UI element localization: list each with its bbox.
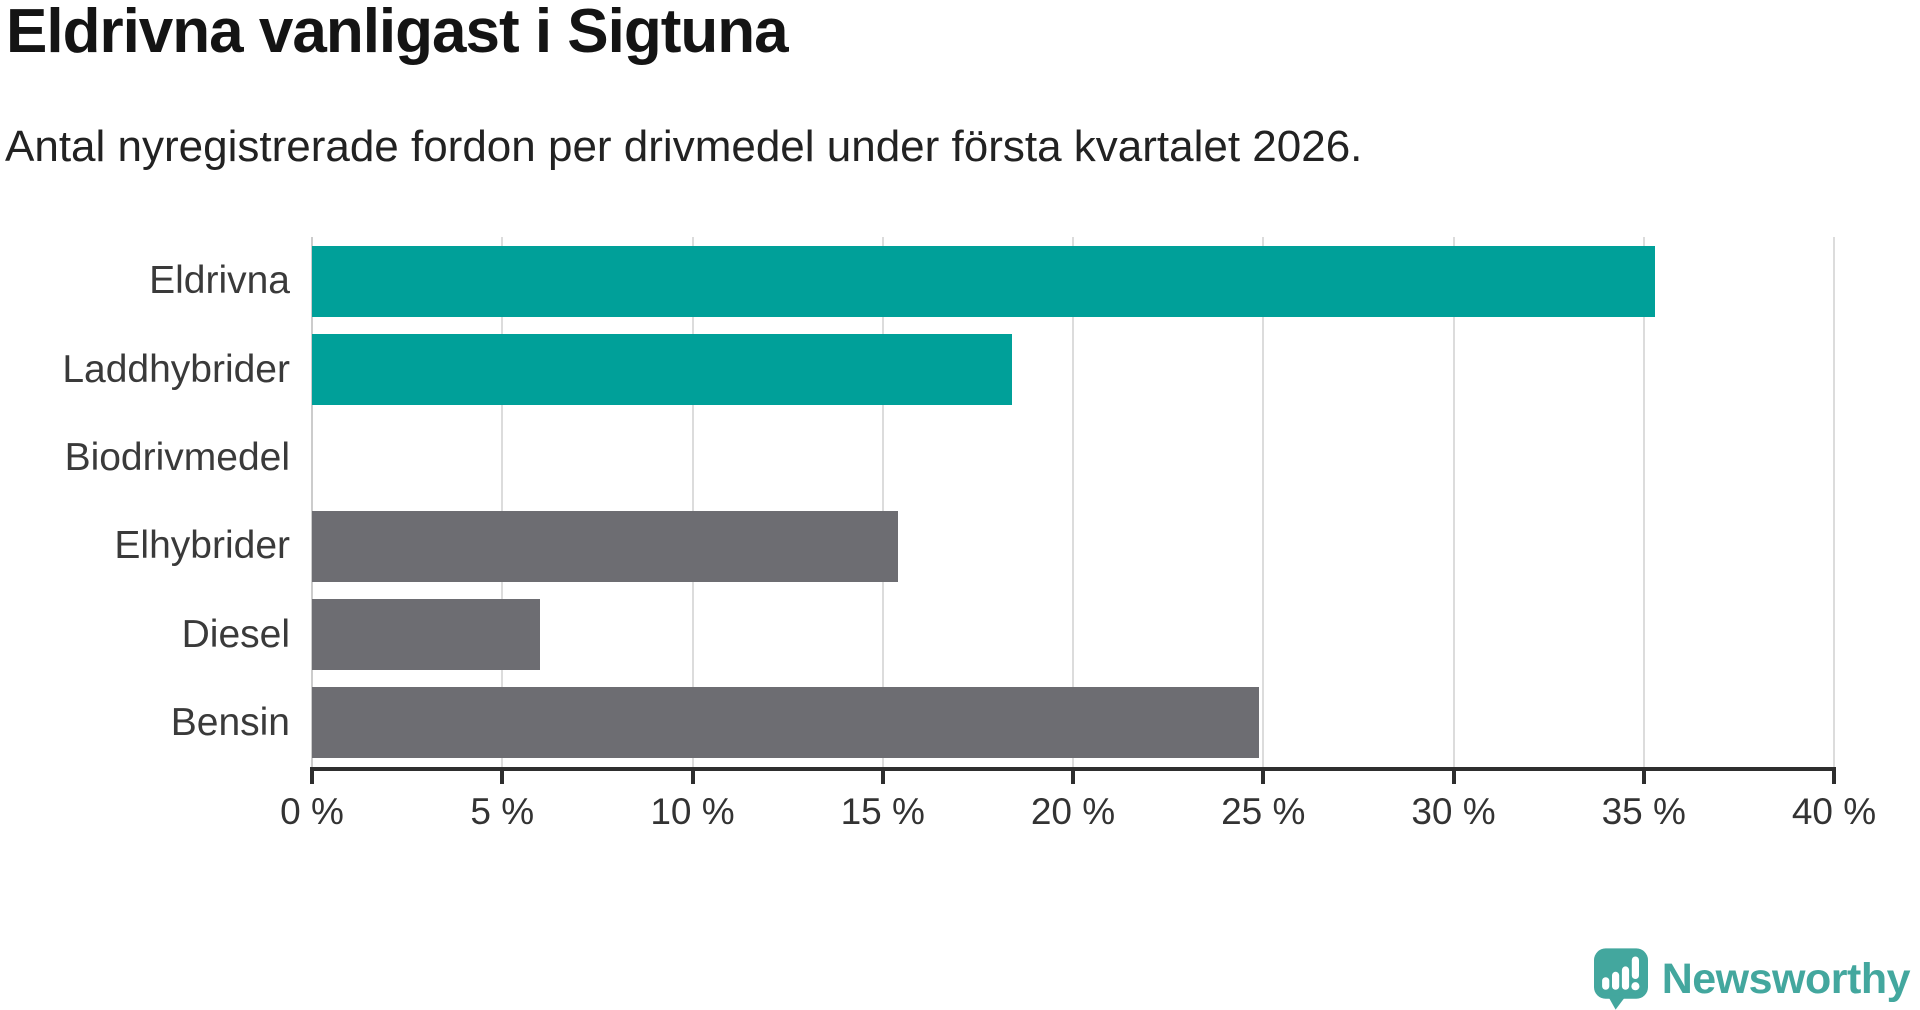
newsworthy-wordmark: Newsworthy <box>1661 954 1911 1003</box>
category-label: Diesel <box>181 612 290 656</box>
category-label: Elhybrider <box>114 524 290 568</box>
gridline <box>691 237 694 767</box>
bar-elhybrider <box>312 510 898 582</box>
gridline <box>311 237 313 767</box>
gridline <box>881 237 884 767</box>
x-tick-label: 40 % <box>1791 791 1877 832</box>
category-label: Bensin <box>170 700 290 744</box>
bar-bensin <box>312 687 1260 759</box>
gridline <box>1452 237 1455 767</box>
x-axis-tick <box>1451 771 1456 784</box>
gridline <box>1833 237 1835 767</box>
gridline <box>1262 237 1265 767</box>
x-axis-line <box>310 767 1836 771</box>
x-axis-tick <box>880 771 885 784</box>
x-axis-tick <box>1261 771 1266 784</box>
x-tick-label: 25 % <box>1221 791 1306 832</box>
gridline <box>1642 237 1645 767</box>
x-axis-tick <box>500 771 505 784</box>
chart-title: Eldrivna vanligast i Sigtuna <box>6 0 789 66</box>
gridline <box>501 237 504 767</box>
x-tick-label: 15 % <box>840 791 925 832</box>
x-tick-label: 30 % <box>1411 791 1496 832</box>
bar-eldrivna <box>312 245 1656 317</box>
x-tick-label: 10 % <box>650 791 735 832</box>
bar-laddhybrider <box>312 334 1013 405</box>
newsworthy-logo: Newsworthy <box>1593 948 1911 1010</box>
x-tick-label: 35 % <box>1601 791 1686 832</box>
x-axis-tick <box>1832 771 1836 784</box>
x-axis-tick <box>690 771 695 784</box>
newsworthy-icon <box>1593 948 1648 1010</box>
category-label: Laddhybrider <box>62 347 290 391</box>
gridline <box>1072 237 1074 767</box>
x-axis-tick <box>1641 771 1646 784</box>
x-tick-label: 5 % <box>470 791 535 832</box>
x-axis-tick <box>1071 771 1075 784</box>
x-tick-label: 0 % <box>280 791 344 832</box>
bar-diesel <box>312 599 541 670</box>
x-axis-tick <box>310 771 314 784</box>
x-tick-label: 20 % <box>1030 791 1116 832</box>
category-label: Biodrivmedel <box>64 435 290 479</box>
category-label: Eldrivna <box>149 259 290 303</box>
chart-subtitle: Antal nyregistrerade fordon per drivmede… <box>5 122 1363 171</box>
